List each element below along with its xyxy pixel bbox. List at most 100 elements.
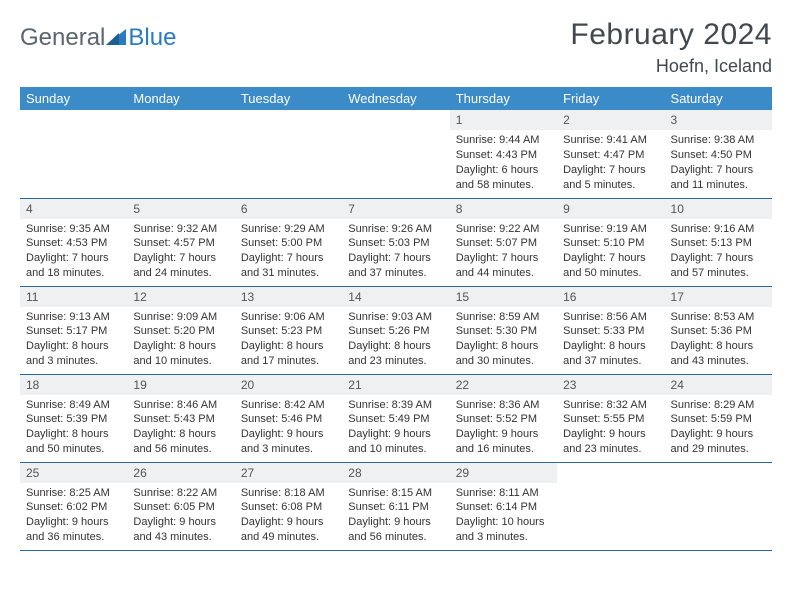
calendar-day-cell: 11Sunrise: 9:13 AMSunset: 5:17 PMDayligh…	[20, 286, 127, 374]
calendar-day-cell: 19Sunrise: 8:46 AMSunset: 5:43 PMDayligh…	[127, 374, 234, 462]
calendar-day-cell: 20Sunrise: 8:42 AMSunset: 5:46 PMDayligh…	[235, 374, 342, 462]
calendar-day-cell: 28Sunrise: 8:15 AMSunset: 6:11 PMDayligh…	[342, 462, 449, 550]
calendar-day-cell: 12Sunrise: 9:09 AMSunset: 5:20 PMDayligh…	[127, 286, 234, 374]
sunset-line: Sunset: 5:46 PM	[241, 412, 336, 427]
calendar-day-cell: 4Sunrise: 9:35 AMSunset: 4:53 PMDaylight…	[20, 198, 127, 286]
sunrise-line: Sunrise: 9:26 AM	[348, 222, 443, 237]
sunrise-line: Sunrise: 8:11 AM	[456, 486, 551, 501]
brand-triangle-icon	[106, 24, 126, 52]
daylight-line: Daylight: 8 hours and 23 minutes.	[348, 339, 443, 369]
sunset-line: Sunset: 5:26 PM	[348, 324, 443, 339]
day-content: Sunrise: 9:41 AMSunset: 4:47 PMDaylight:…	[557, 130, 664, 196]
sunset-line: Sunset: 6:14 PM	[456, 500, 551, 515]
calendar-day-cell: 23Sunrise: 8:32 AMSunset: 5:55 PMDayligh…	[557, 374, 664, 462]
day-number: 19	[127, 375, 234, 395]
day-number: 3	[665, 110, 772, 130]
day-number: 7	[342, 199, 449, 219]
location-label: Hoefn, Iceland	[570, 56, 772, 77]
day-content: Sunrise: 9:19 AMSunset: 5:10 PMDaylight:…	[557, 219, 664, 285]
day-number: 8	[450, 199, 557, 219]
calendar-day-cell: 10Sunrise: 9:16 AMSunset: 5:13 PMDayligh…	[665, 198, 772, 286]
day-content: Sunrise: 8:15 AMSunset: 6:11 PMDaylight:…	[342, 483, 449, 549]
sunset-line: Sunset: 5:43 PM	[133, 412, 228, 427]
brand-part2: Blue	[128, 24, 176, 52]
calendar-day-cell	[557, 462, 664, 550]
sunrise-line: Sunrise: 8:29 AM	[671, 398, 766, 413]
sunrise-line: Sunrise: 9:41 AM	[563, 133, 658, 148]
sunset-line: Sunset: 4:50 PM	[671, 148, 766, 163]
calendar-day-cell	[342, 110, 449, 198]
day-number: 5	[127, 199, 234, 219]
day-content: Sunrise: 9:13 AMSunset: 5:17 PMDaylight:…	[20, 307, 127, 373]
sunrise-line: Sunrise: 8:25 AM	[26, 486, 121, 501]
calendar-day-cell: 8Sunrise: 9:22 AMSunset: 5:07 PMDaylight…	[450, 198, 557, 286]
daylight-line: Daylight: 7 hours and 37 minutes.	[348, 251, 443, 281]
daylight-line: Daylight: 7 hours and 5 minutes.	[563, 163, 658, 193]
sunset-line: Sunset: 6:11 PM	[348, 500, 443, 515]
calendar-day-cell: 3Sunrise: 9:38 AMSunset: 4:50 PMDaylight…	[665, 110, 772, 198]
sunrise-line: Sunrise: 8:56 AM	[563, 310, 658, 325]
day-content: Sunrise: 9:09 AMSunset: 5:20 PMDaylight:…	[127, 307, 234, 373]
day-number: 1	[450, 110, 557, 130]
daylight-line: Daylight: 8 hours and 37 minutes.	[563, 339, 658, 369]
calendar-day-cell: 26Sunrise: 8:22 AMSunset: 6:05 PMDayligh…	[127, 462, 234, 550]
weekday-header: Tuesday	[235, 87, 342, 110]
sunrise-line: Sunrise: 9:06 AM	[241, 310, 336, 325]
sunrise-line: Sunrise: 8:22 AM	[133, 486, 228, 501]
sunset-line: Sunset: 6:02 PM	[26, 500, 121, 515]
day-content: Sunrise: 8:22 AMSunset: 6:05 PMDaylight:…	[127, 483, 234, 549]
day-number: 13	[235, 287, 342, 307]
calendar-week-row: 1Sunrise: 9:44 AMSunset: 4:43 PMDaylight…	[20, 110, 772, 198]
day-number: 2	[557, 110, 664, 130]
weekday-header: Saturday	[665, 87, 772, 110]
calendar-day-cell: 13 Sunrise: 9:06 AMSunset: 5:23 PMDayligh…	[235, 286, 342, 374]
calendar-day-cell	[665, 462, 772, 550]
daylight-line: Daylight: 7 hours and 24 minutes.	[133, 251, 228, 281]
day-content: Sunrise: 8:59 AMSunset: 5:30 PMDaylight:…	[450, 307, 557, 373]
sunset-line: Sunset: 5:36 PM	[671, 324, 766, 339]
day-number: 21	[342, 375, 449, 395]
sunset-line: Sunset: 4:53 PM	[26, 236, 121, 251]
day-number: 26	[127, 463, 234, 483]
sunset-line: Sunset: 5:03 PM	[348, 236, 443, 251]
calendar-week-row: 25Sunrise: 8:25 AMSunset: 6:02 PMDayligh…	[20, 462, 772, 550]
calendar-day-cell	[20, 110, 127, 198]
calendar-day-cell: 22Sunrise: 8:36 AMSunset: 5:52 PMDayligh…	[450, 374, 557, 462]
sunset-line: Sunset: 6:08 PM	[241, 500, 336, 515]
calendar-day-cell: 6Sunrise: 9:29 AMSunset: 5:00 PMDaylight…	[235, 198, 342, 286]
day-number: 25	[20, 463, 127, 483]
page-header: General Blue February 2024 Hoefn, Icelan…	[20, 18, 772, 77]
sunset-line: Sunset: 5:49 PM	[348, 412, 443, 427]
sunset-line: Sunset: 5:00 PM	[241, 236, 336, 251]
sunrise-line: Sunrise: 8:18 AM	[241, 486, 336, 501]
sunrise-line: Sunrise: 9:16 AM	[671, 222, 766, 237]
day-content: Sunrise: 9:38 AMSunset: 4:50 PMDaylight:…	[665, 130, 772, 196]
daylight-line: Daylight: 9 hours and 36 minutes.	[26, 515, 121, 545]
day-content: Sunrise: 8:11 AMSunset: 6:14 PMDaylight:…	[450, 483, 557, 549]
day-number: 16	[557, 287, 664, 307]
calendar-day-cell: 24Sunrise: 8:29 AMSunset: 5:59 PMDayligh…	[665, 374, 772, 462]
sunrise-line: Sunrise: 8:46 AM	[133, 398, 228, 413]
daylight-line: Daylight: 9 hours and 29 minutes.	[671, 427, 766, 457]
day-number: 9	[557, 199, 664, 219]
calendar-day-cell: 16Sunrise: 8:56 AMSunset: 5:33 PMDayligh…	[557, 286, 664, 374]
sunrise-line: Sunrise: 8:59 AM	[456, 310, 551, 325]
daylight-line: Daylight: 6 hours and 58 minutes.	[456, 163, 551, 193]
calendar-day-cell: 18Sunrise: 8:49 AMSunset: 5:39 PMDayligh…	[20, 374, 127, 462]
day-content: Sunrise: 9:44 AMSunset: 4:43 PMDaylight:…	[450, 130, 557, 196]
day-content: Sunrise: 8:46 AMSunset: 5:43 PMDaylight:…	[127, 395, 234, 461]
day-number: 20	[235, 375, 342, 395]
sunrise-line: Sunrise: 9:22 AM	[456, 222, 551, 237]
day-number: 23	[557, 375, 664, 395]
daylight-line: Daylight: 8 hours and 30 minutes.	[456, 339, 551, 369]
daylight-line: Daylight: 10 hours and 3 minutes.	[456, 515, 551, 545]
daylight-line: Daylight: 9 hours and 43 minutes.	[133, 515, 228, 545]
weekday-header: Friday	[557, 87, 664, 110]
daylight-line: Daylight: 8 hours and 56 minutes.	[133, 427, 228, 457]
day-content: Sunrise: 9:16 AMSunset: 5:13 PMDaylight:…	[665, 219, 772, 285]
daylight-line: Daylight: 9 hours and 10 minutes.	[348, 427, 443, 457]
sunset-line: Sunset: 5:23 PM	[241, 324, 336, 339]
calendar-day-cell: 7 Sunrise: 9:26 AMSunset: 5:03 PMDaylight…	[342, 198, 449, 286]
daylight-line: Daylight: 8 hours and 17 minutes.	[241, 339, 336, 369]
calendar-week-row: 11Sunrise: 9:13 AMSunset: 5:17 PMDayligh…	[20, 286, 772, 374]
